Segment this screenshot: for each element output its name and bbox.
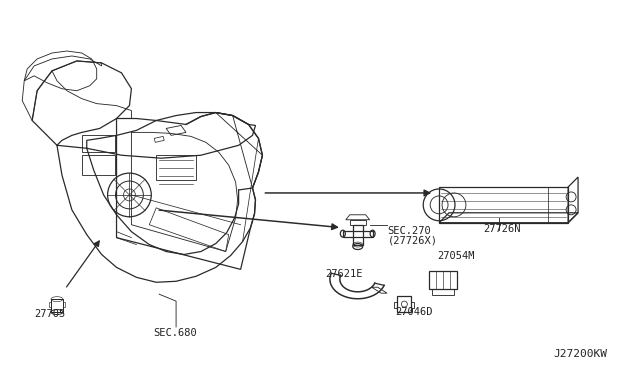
Text: SEC.680: SEC.680	[153, 328, 197, 338]
Text: SEC.270: SEC.270	[387, 226, 431, 235]
Text: (27726X): (27726X)	[387, 235, 438, 246]
Text: 27705: 27705	[34, 309, 65, 319]
Text: 27726N: 27726N	[483, 224, 520, 234]
Text: 27621E: 27621E	[325, 269, 362, 279]
Text: 27046D: 27046D	[396, 307, 433, 317]
Text: 27054M: 27054M	[437, 251, 475, 262]
Text: J27200KW: J27200KW	[553, 349, 607, 359]
